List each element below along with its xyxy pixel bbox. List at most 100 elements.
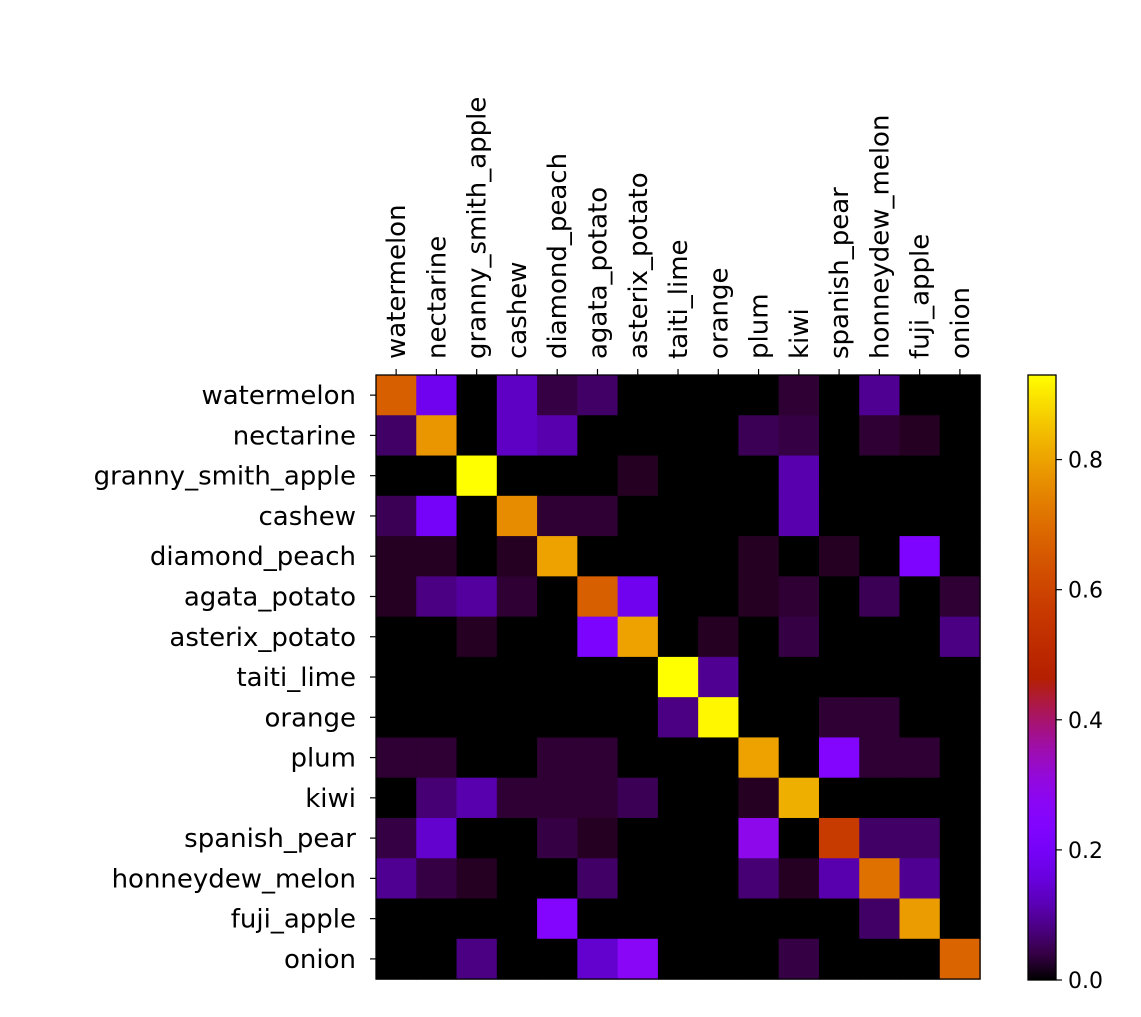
heatmap-cell: [859, 495, 901, 537]
heatmap-cell: [496, 697, 538, 739]
heatmap-cell: [899, 697, 941, 739]
heatmap-cell: [818, 415, 860, 457]
heatmap-cell: [376, 817, 417, 859]
heatmap-cell: [577, 495, 619, 537]
heatmap-cell: [738, 536, 780, 577]
heatmap-cell: [537, 737, 578, 779]
heatmap-cell: [778, 656, 820, 698]
heatmap-cell: [537, 898, 578, 940]
heatmap-cell: [698, 495, 740, 537]
x-tick-label: spanish_pear: [825, 187, 855, 359]
x-tick-label: taiti_lime: [664, 239, 694, 359]
heatmap-cell: [456, 415, 498, 457]
x-tick-label: granny_smith_apple: [463, 97, 493, 359]
heatmap-cell: [778, 777, 820, 819]
heatmap-cell: [376, 656, 417, 698]
heatmap-cell: [939, 616, 981, 658]
heatmap-cell: [657, 375, 699, 416]
y-tick-label: spanish_pear: [184, 824, 356, 854]
heatmap-cell: [818, 737, 860, 779]
heatmap-cell: [537, 455, 578, 497]
heatmap-cell: [376, 576, 417, 618]
heatmap-cell: [778, 375, 820, 416]
heatmap-cell: [899, 616, 941, 658]
heatmap-cell: [416, 656, 458, 698]
heatmap-cell: [698, 938, 740, 980]
heatmap-cell: [617, 817, 659, 859]
heatmap-cell: [617, 858, 659, 900]
colorbar-tick-label: 0.8: [1068, 449, 1103, 474]
heatmap-cell: [657, 817, 699, 859]
heatmap-cell: [738, 576, 780, 618]
heatmap-cell: [617, 415, 659, 457]
heatmap-cell: [577, 656, 619, 698]
heatmap-cell: [939, 375, 981, 416]
heatmap-cell: [416, 938, 458, 980]
heatmap-cell: [456, 817, 498, 859]
heatmap-cell: [456, 455, 498, 497]
heatmap-cell: [899, 536, 941, 577]
heatmap-cell: [778, 817, 820, 859]
heatmap-cell: [899, 737, 941, 779]
heatmap-cell: [698, 898, 740, 940]
heatmap-cell: [577, 817, 619, 859]
heatmap-cell: [376, 938, 417, 980]
heatmap-cell: [376, 536, 417, 577]
heatmap-cells: [376, 375, 981, 980]
heatmap-cell: [416, 415, 458, 457]
colorbar: 0.0 0.2 0.4 0.6 0.8: [1027, 374, 1103, 994]
heatmap-cell: [617, 375, 659, 416]
heatmap-cell: [376, 616, 417, 658]
heatmap-cell: [738, 777, 780, 819]
heatmap-cell: [577, 858, 619, 900]
heatmap-cell: [778, 495, 820, 537]
heatmap-cell: [818, 858, 860, 900]
heatmap-cell: [738, 737, 780, 779]
heatmap-cell: [698, 737, 740, 779]
heatmap-cell: [939, 777, 981, 819]
heatmap-cell: [778, 697, 820, 739]
heatmap-cell: [416, 495, 458, 537]
heatmap-cell: [818, 697, 860, 739]
x-tick-label: honneydew_melon: [865, 115, 895, 359]
heatmap-cell: [818, 375, 860, 416]
heatmap-cell: [939, 656, 981, 698]
heatmap-cell: [899, 858, 941, 900]
heatmap-cell: [416, 777, 458, 819]
heatmap-cell: [456, 616, 498, 658]
x-tick-label: fuji_apple: [906, 234, 936, 359]
x-tick-label: watermelon: [382, 204, 412, 359]
heatmap-cell: [899, 898, 941, 940]
heatmap-cell: [376, 697, 417, 739]
heatmap-cell: [698, 697, 740, 739]
heatmap-cell: [698, 375, 740, 416]
heatmap-cell: [859, 858, 901, 900]
colorbar-tick-label: 0.6: [1068, 579, 1103, 604]
heatmap-cell: [818, 536, 860, 577]
heatmap-cell: [657, 697, 699, 739]
heatmap-cell: [537, 858, 578, 900]
heatmap-cell: [537, 777, 578, 819]
heatmap-cell: [657, 576, 699, 618]
heatmap-cell: [456, 576, 498, 618]
heatmap-cell: [738, 938, 780, 980]
heatmap-cell: [657, 858, 699, 900]
heatmap-cell: [577, 616, 619, 658]
heatmap-cell: [899, 375, 941, 416]
heatmap-cell: [657, 938, 699, 980]
y-tick-label: kiwi: [305, 784, 356, 814]
x-tick-label: agata_potato: [583, 187, 613, 359]
colorbar-gradient: [1027, 374, 1057, 981]
heatmap-cell: [778, 576, 820, 618]
heatmap-cell: [416, 455, 458, 497]
heatmap-cell: [617, 656, 659, 698]
heatmap-cell: [416, 375, 458, 416]
heatmap-cell: [496, 777, 538, 819]
heatmap-cell: [859, 375, 901, 416]
heatmap-cell: [818, 656, 860, 698]
heatmap-cell: [577, 697, 619, 739]
heatmap-cell: [818, 616, 860, 658]
heatmap-cell: [939, 495, 981, 537]
heatmap-cell: [859, 415, 901, 457]
